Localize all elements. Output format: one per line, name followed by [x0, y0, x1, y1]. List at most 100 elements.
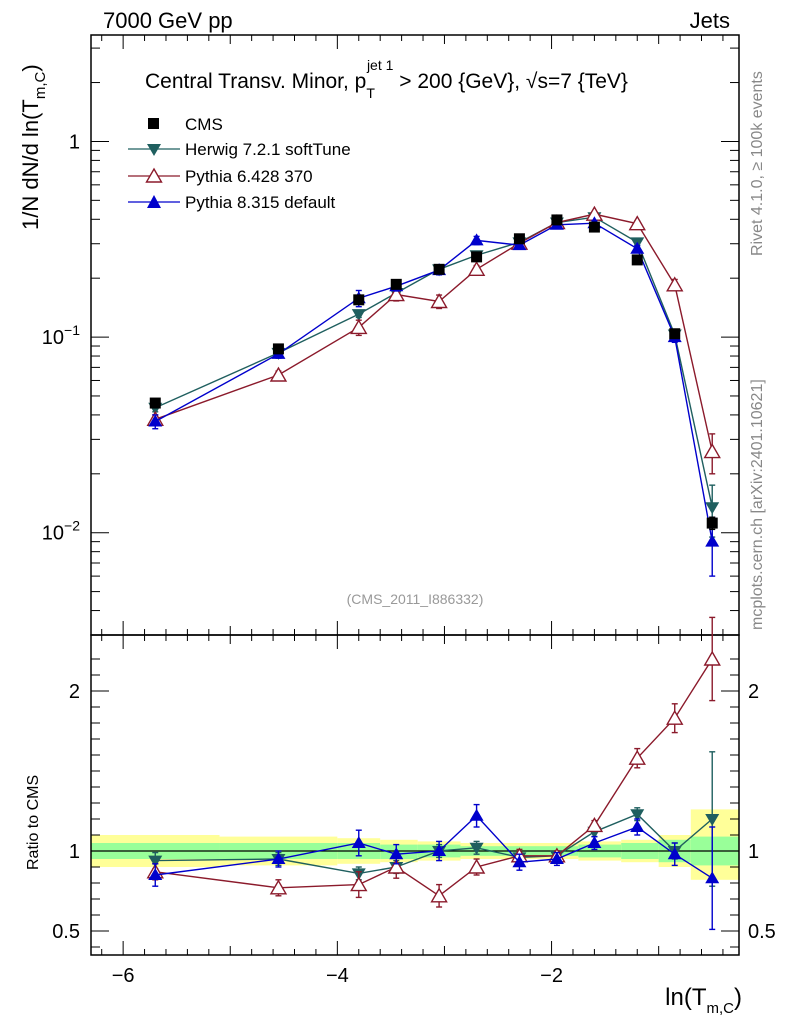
ratio-tick-label-right: 1 [748, 841, 759, 863]
analysis-watermark: (CMS_2011_I886332) [347, 591, 484, 607]
series-0 [149, 214, 718, 531]
y-tick-label-base: 10 [42, 523, 64, 545]
legend-label-pythia6: Pythia 6.428 370 [185, 167, 313, 186]
data-point [387, 858, 405, 874]
axis-ticks: −6 −4 −210−210−110.5 0.51 12 2 [42, 35, 776, 987]
legend-marker-pythia8 [147, 195, 161, 208]
data-point [469, 233, 484, 246]
series-line [154, 216, 713, 508]
chart-title-sup: jet 1 [366, 57, 394, 73]
x-axis-label-main: ln(T [665, 984, 707, 1011]
data-point [389, 847, 404, 860]
header-right: Jets [690, 8, 730, 33]
data-point [630, 241, 645, 254]
data-point [705, 871, 720, 884]
data-point [148, 868, 163, 880]
data-point [269, 879, 288, 895]
y-tick-label-exp: −1 [64, 322, 80, 338]
y-tick-label-base: 10 [42, 327, 64, 349]
data-point [350, 319, 368, 335]
data-point [630, 820, 645, 832]
ratio-series-line [155, 813, 713, 875]
data-point [551, 214, 563, 226]
y-tick-label-exp: −2 [64, 518, 80, 534]
series-1 [148, 212, 720, 887]
x-axis-label: ln(Tm,C) [665, 984, 742, 1017]
data-point [631, 254, 643, 266]
ratio-plot-frame [90, 634, 740, 956]
chart-title-prefix: Central Transv. Minor, p [145, 70, 366, 93]
data-point [706, 517, 718, 529]
data-point [350, 876, 368, 892]
x-tick-label: −4 [326, 965, 349, 987]
series-3 [148, 216, 720, 931]
data-series [146, 205, 721, 931]
data-point [148, 855, 163, 868]
data-point [512, 855, 527, 868]
data-point [271, 852, 286, 864]
legend-marker-pythia6 [145, 167, 163, 183]
y-axis-label: 1/N dN/d ln(Tm,C) [18, 64, 49, 230]
legend-label-cms: CMS [185, 115, 223, 134]
data-point [353, 294, 365, 306]
data-point [387, 286, 405, 302]
data-point [703, 650, 721, 666]
data-point [549, 852, 564, 864]
legend-label-pythia8: Pythia 8.315 default [185, 193, 336, 212]
x-axis-label-sub: m,C [707, 1000, 735, 1017]
mcplots-label: mcplots.cern.ch [arXiv:2401.10621] [749, 379, 766, 630]
x-tick-label: −2 [540, 965, 563, 987]
y-tick-label: 10−2 [42, 518, 80, 545]
series-line [154, 222, 713, 542]
ratio-tick-label-left: 0.5 [52, 921, 80, 943]
data-point [272, 343, 284, 355]
y-tick-label: 1 [69, 131, 80, 153]
data-point [432, 844, 447, 856]
ratio-uncertainty-bands [91, 809, 739, 880]
ratio-tick-label-left: 2 [69, 681, 80, 703]
data-point [351, 309, 366, 322]
data-point [666, 276, 684, 292]
data-point [269, 366, 288, 382]
data-point [628, 215, 646, 231]
data-point [513, 233, 525, 245]
y-axis-label-main: 1/N dN/d ln(T [18, 99, 43, 230]
data-point [471, 251, 483, 263]
data-point [149, 397, 161, 409]
data-point [469, 842, 484, 855]
data-point [705, 814, 720, 826]
data-point [703, 443, 721, 459]
data-point [705, 502, 720, 515]
legend-marker-herwig [147, 144, 161, 156]
ratio-tick-label-right: 2 [748, 681, 759, 703]
data-point [705, 534, 720, 547]
y-tick-label-base: 1 [69, 131, 80, 153]
x-tick-label: −6 [112, 965, 135, 987]
series-2 [146, 205, 721, 908]
legend-marker-cms [148, 118, 159, 129]
data-point [588, 221, 600, 233]
ratio-tick-label-right: 0.5 [748, 921, 776, 943]
ratio-tick-label-left: 1 [69, 841, 80, 863]
data-point [585, 816, 604, 833]
data-point [469, 808, 484, 821]
data-point [430, 887, 448, 903]
data-point [587, 836, 602, 848]
data-point [390, 278, 402, 290]
data-point [430, 293, 448, 309]
series-line [155, 213, 713, 452]
header-left: 7000 GeV pp [103, 8, 233, 33]
plot-frames [90, 34, 740, 956]
chart-title: Central Transv. Minor, pTjet 1 > 200 {Ge… [145, 57, 628, 101]
data-point [351, 836, 366, 848]
chart-title-suffix: > 200 {GeV}, √s=7 {TeV} [393, 70, 628, 93]
legend: CMS Herwig 7.2.1 softTune Pythia 6.428 3… [128, 115, 351, 212]
data-point [669, 328, 681, 340]
data-point [630, 809, 645, 822]
y-axis-label-sub: m,C [32, 72, 49, 100]
data-point [148, 414, 163, 427]
ratio-y-axis-label: Ratio to CMS [25, 775, 42, 870]
x-axis-label-close: ) [734, 984, 742, 1011]
data-point [467, 260, 486, 277]
